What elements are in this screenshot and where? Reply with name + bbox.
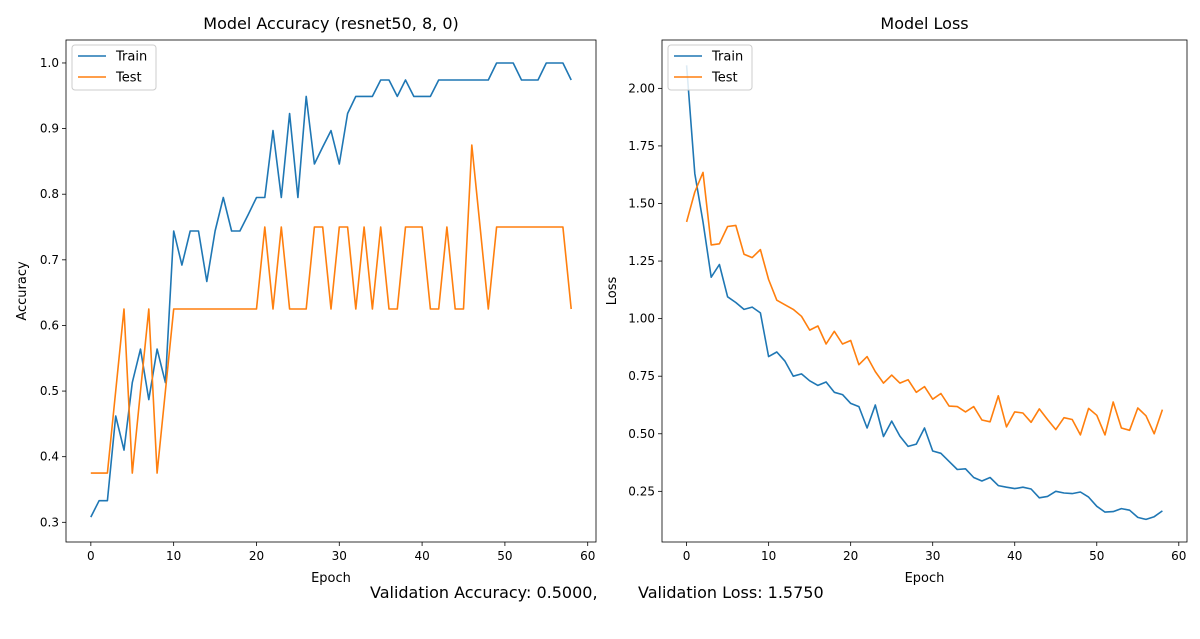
accuracy-y-tick-label: 0.4 (40, 450, 59, 464)
validation-accuracy-text: Validation Accuracy: 0.5000, (370, 583, 598, 602)
accuracy-chart-title: Model Accuracy (resnet50, 8, 0) (203, 14, 458, 33)
accuracy-legend-label: Train (115, 50, 147, 65)
loss-legend-label: Train (711, 50, 743, 65)
loss-y-tick-label: 1.25 (628, 254, 655, 268)
loss-x-tick-label: 40 (1007, 549, 1022, 563)
accuracy-chart: Model Accuracy (resnet50, 8, 0) 0 10 20 30 40… (15, 14, 597, 586)
accuracy-y-axis-label: Accuracy (15, 261, 30, 321)
loss-y-tick-label: 1.75 (628, 139, 655, 153)
accuracy-y-tick-label: 0.6 (40, 318, 59, 332)
accuracy-y-tick-label: 1.0 (40, 56, 59, 70)
validation-loss-text: Validation Loss: 1.5750 (638, 583, 824, 602)
loss-series-test-line (685, 171, 1164, 436)
accuracy-y-tick-label: 0.5 (40, 384, 59, 398)
loss-y-axis-label: Loss (605, 277, 620, 306)
accuracy-x-tick-label: 0 (87, 549, 95, 563)
accuracy-x-tick-label: 40 (414, 549, 429, 563)
figure: Model Accuracy (resnet50, 8, 0) 0 10 20 30 40… (15, 14, 1188, 586)
accuracy-series-test-line (90, 144, 572, 474)
loss-legend: Train Test (667, 44, 753, 91)
loss-y-tick-label: 0.75 (628, 369, 655, 383)
loss-legend-label: Test (711, 71, 738, 86)
loss-series-train-line (685, 65, 1163, 521)
accuracy-x-tick-label: 30 (332, 549, 347, 563)
loss-x-tick-label: 50 (1089, 549, 1104, 563)
accuracy-legend-label: Test (115, 71, 142, 86)
accuracy-legend: Train Test (71, 44, 157, 91)
loss-x-axis-label: Epoch (905, 571, 945, 586)
accuracy-y-tick-label: 0.9 (40, 122, 59, 136)
loss-y-tick-label: 1.50 (628, 196, 655, 210)
loss-x-tick-label: 10 (761, 549, 776, 563)
loss-chart: Model Loss 0 10 20 30 40 50 60 0.25 0.50 0.75 1.00 1… (605, 14, 1188, 586)
accuracy-y-tick-label: 0.7 (40, 253, 59, 267)
accuracy-series-train-line (90, 62, 572, 518)
loss-y-tick-label: 0.25 (628, 484, 655, 498)
accuracy-y-tick-label: 0.3 (40, 515, 59, 529)
loss-x-tick-label: 60 (1171, 549, 1186, 563)
accuracy-y-tick-label: 0.8 (40, 187, 59, 201)
loss-x-tick-label: 20 (843, 549, 858, 563)
validation-summary: Validation Accuracy: 0.5000, Validation … (0, 582, 1200, 602)
loss-x-tick-label: 30 (925, 549, 940, 563)
accuracy-plot-frame (65, 39, 597, 543)
accuracy-x-tick-label: 20 (249, 549, 264, 563)
accuracy-x-tick-label: 50 (497, 549, 512, 563)
loss-plot-frame (661, 39, 1188, 543)
loss-y-tick-label: 1.00 (628, 312, 655, 326)
accuracy-x-tick-label: 60 (580, 549, 595, 563)
loss-chart-title: Model Loss (880, 14, 968, 33)
loss-y-tick-label: 0.50 (628, 427, 655, 441)
loss-x-tick-label: 0 (683, 549, 691, 563)
loss-y-tick-label: 2.00 (628, 81, 655, 95)
accuracy-x-axis-label: Epoch (311, 571, 351, 586)
accuracy-x-tick-label: 10 (166, 549, 181, 563)
